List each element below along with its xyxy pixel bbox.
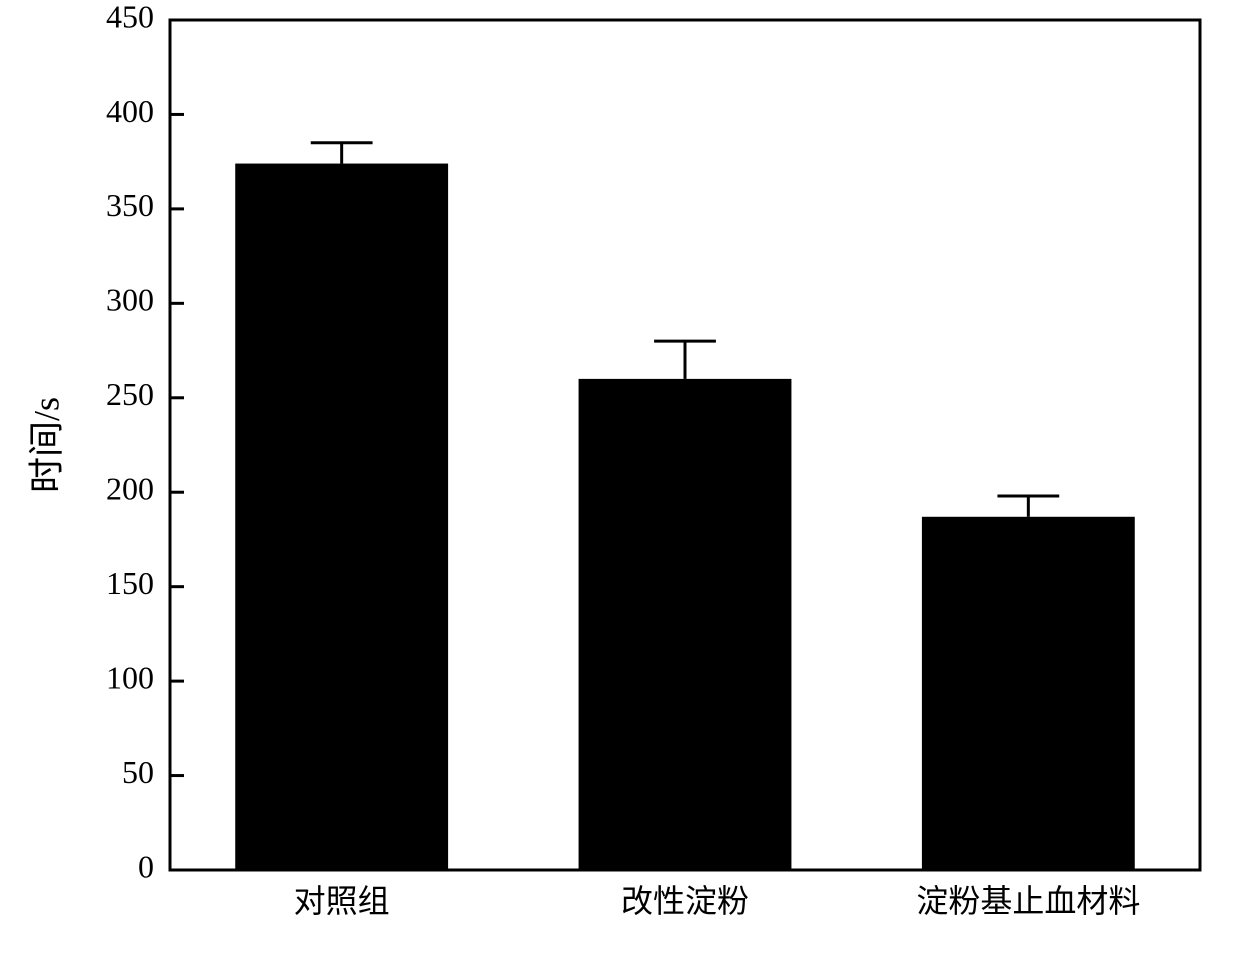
y-tick-label: 250 [106, 376, 154, 412]
y-tick-label: 400 [106, 93, 154, 129]
bar [579, 379, 792, 870]
y-axis-title: 时间/s [26, 397, 66, 493]
x-category-label: 改性淀粉 [621, 883, 749, 919]
bar [235, 164, 448, 870]
x-category-label: 对照组 [294, 883, 390, 919]
y-tick-label: 100 [106, 659, 154, 695]
bar-chart: 0 50 100 150 200 250 300 350 400 450 时间/s 对照组 改性淀粉 淀粉… [0, 0, 1240, 968]
y-tick-label: 150 [106, 565, 154, 601]
y-tick-label: 450 [106, 0, 154, 34]
chart-svg: 0 50 100 150 200 250 300 350 400 450 时间/s 对照组 改性淀粉 淀粉… [0, 0, 1240, 968]
y-tick-label: 50 [122, 754, 154, 790]
y-tick-label: 200 [106, 471, 154, 507]
y-tick-label: 350 [106, 187, 154, 223]
bar [922, 517, 1135, 870]
y-tick-label: 300 [106, 282, 154, 318]
x-category-label: 淀粉基止血材料 [916, 883, 1140, 919]
y-tick-label: 0 [138, 848, 154, 884]
